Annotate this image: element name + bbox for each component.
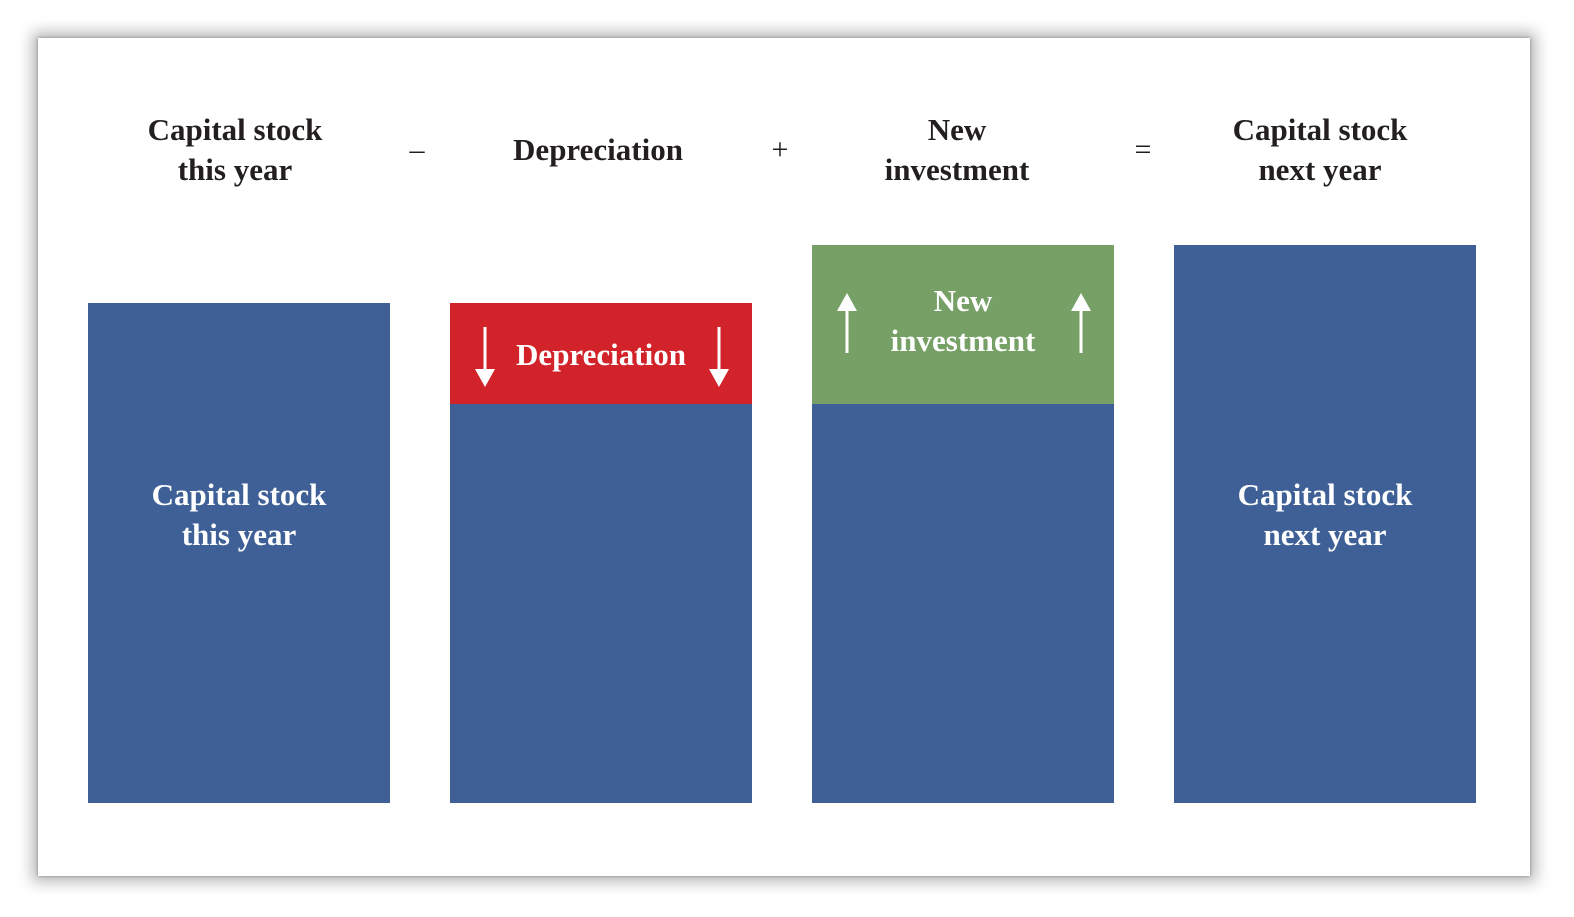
up-arrow-icon [1071,293,1091,353]
depreciation-band: Depreciation [450,303,752,404]
capital-next-year-bar: Capital stock next year [1174,245,1476,803]
capital-this-year-bar: Capital stock this year [88,303,390,803]
capital-this-year-bar-label: Capital stock this year [151,477,327,552]
depreciation-band-label: Depreciation [516,337,686,372]
capital-next-year-bar-label: Capital stock next year [1237,477,1413,552]
header-capital-next-year: Capital stock next year [1232,112,1408,187]
plus-operator: + [771,133,789,166]
down-arrow-icon [709,327,729,387]
depreciation-bar: Depreciation [450,303,752,803]
header-depreciation: Depreciation [513,132,683,167]
investment-band: New investment [812,245,1114,404]
header-new-investment: New investment [884,112,1030,187]
header-capital-this-year: Capital stock this year [147,112,323,187]
equals-operator: = [1134,133,1152,166]
new-investment-bar: New investment [812,245,1114,803]
investment-band-label: New investment [890,283,1036,358]
minus-operator: – [409,133,425,166]
down-arrow-icon [475,327,495,387]
up-arrow-icon [837,293,857,353]
